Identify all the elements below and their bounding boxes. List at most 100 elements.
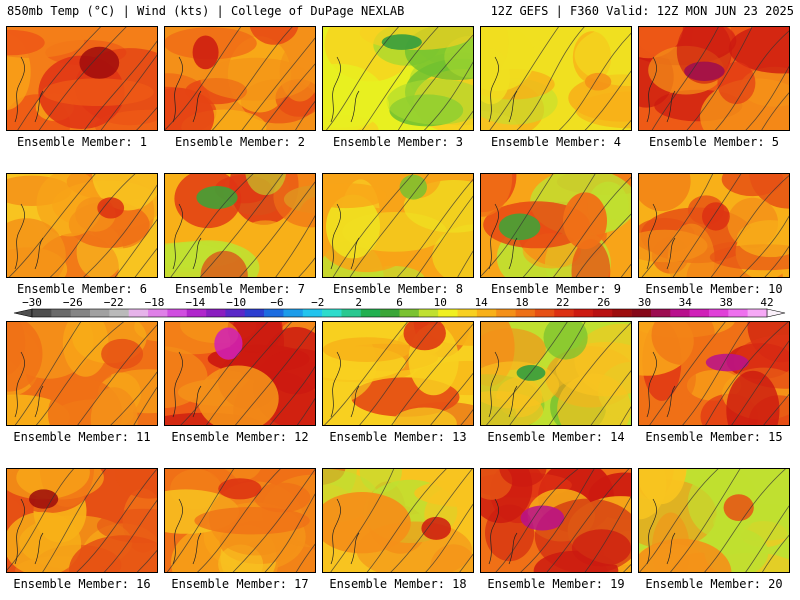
colorbar-tick-label: 22 bbox=[556, 296, 569, 309]
colorbar-swatch bbox=[689, 309, 710, 317]
temperature-field bbox=[165, 174, 315, 277]
temperature-colorbar: −30 −26 −22 −18 −14 −10 −6 −2 2 6 10 14 18 22 26 30 34 38… bbox=[0, 296, 800, 320]
ensemble-member-label: Ensemble Member: 6 bbox=[16, 282, 148, 296]
colorbar-tick-label: 14 bbox=[475, 296, 489, 309]
ensemble-member-label: Ensemble Member: 9 bbox=[490, 282, 622, 296]
ensemble-map-4 bbox=[480, 26, 632, 131]
ensemble-map-19 bbox=[480, 468, 632, 573]
colorbar-high-arrow bbox=[766, 308, 786, 318]
colorbar-swatch bbox=[148, 309, 168, 317]
ensemble-member-label: Ensemble Member: 14 bbox=[487, 430, 625, 444]
colorbar-tick-label: −6 bbox=[270, 296, 283, 309]
colorbar-graphic: −30 −26 −22 −18 −14 −10 −6 −2 2 6 10 14 18 22 26 30 34 38… bbox=[13, 296, 786, 318]
ensemble-map-10 bbox=[638, 173, 790, 278]
colorbar-swatch bbox=[360, 309, 381, 317]
colorbar-tick-label: −18 bbox=[145, 296, 165, 309]
colorbar-tick-label: 6 bbox=[396, 296, 403, 309]
colorbar-swatch bbox=[612, 309, 632, 317]
colorbar-swatch bbox=[438, 309, 458, 317]
colorbar-swatch bbox=[322, 309, 342, 317]
ensemble-map-16 bbox=[6, 468, 158, 573]
colorbar-swatch bbox=[399, 309, 420, 317]
colorbar-swatch bbox=[186, 309, 207, 317]
colorbar-tick-label: 26 bbox=[597, 296, 610, 309]
colorbar-swatch bbox=[476, 309, 497, 317]
temperature-field bbox=[7, 469, 157, 572]
ensemble-member-label: Ensemble Member: 11 bbox=[13, 430, 151, 444]
temperature-field bbox=[323, 322, 473, 425]
colorbar-tick-label: −26 bbox=[63, 296, 83, 309]
colorbar-tick-label: −14 bbox=[185, 296, 205, 309]
colorbar-swatch bbox=[70, 309, 91, 317]
colorbar-tick-label: 34 bbox=[679, 296, 693, 309]
colorbar-swatch bbox=[457, 309, 478, 317]
colorbar-swatch bbox=[728, 309, 748, 317]
temperature-field bbox=[639, 469, 789, 572]
colorbar-swatch bbox=[418, 309, 439, 317]
colorbar-low-arrow bbox=[13, 308, 33, 318]
ensemble-map-1 bbox=[6, 26, 158, 131]
ensemble-member-label: Ensemble Member: 7 bbox=[174, 282, 306, 296]
colorbar-swatch bbox=[708, 309, 729, 317]
colorbar-swatch bbox=[128, 309, 149, 317]
temperature-field bbox=[165, 469, 315, 572]
colorbar-swatch bbox=[515, 309, 536, 317]
ensemble-member-label: Ensemble Member: 16 bbox=[13, 577, 151, 591]
ensemble-member-label: Ensemble Member: 1 bbox=[16, 135, 148, 149]
colorbar-swatch bbox=[109, 309, 130, 317]
colorbar-swatch bbox=[167, 309, 188, 317]
ensemble-member-label: Ensemble Member: 17 bbox=[171, 577, 309, 591]
colorbar-tick-label: −2 bbox=[311, 296, 324, 309]
temperature-field bbox=[323, 174, 473, 277]
ensemble-member-label: Ensemble Member: 3 bbox=[332, 135, 464, 149]
colorbar-tick-label: −30 bbox=[22, 296, 42, 309]
temperature-field bbox=[7, 322, 157, 425]
colorbar-swatch bbox=[51, 309, 71, 317]
ensemble-map-6 bbox=[6, 173, 158, 278]
temperature-field bbox=[481, 322, 631, 425]
ensemble-map-9 bbox=[480, 173, 632, 278]
colorbar-swatch bbox=[90, 309, 110, 317]
colorbar-swatch bbox=[670, 309, 690, 317]
colorbar-swatch bbox=[32, 309, 52, 317]
ensemble-member-label: Ensemble Member: 12 bbox=[171, 430, 309, 444]
colorbar-tick-label: 38 bbox=[720, 296, 733, 309]
colorbar-swatch bbox=[650, 309, 671, 317]
ensemble-map-12 bbox=[164, 321, 316, 426]
colorbar-tick-label: −22 bbox=[104, 296, 124, 309]
ensemble-map-15 bbox=[638, 321, 790, 426]
colorbar-swatch bbox=[631, 309, 652, 317]
colorbar-swatch bbox=[341, 309, 362, 317]
model-run-info: 12Z GEFS | F360 Valid: 12Z MON JUN 23 20… bbox=[490, 4, 794, 18]
ensemble-map-14 bbox=[480, 321, 632, 426]
temperature-field bbox=[481, 469, 631, 572]
colorbar-swatch bbox=[496, 309, 516, 317]
ensemble-member-label: Ensemble Member: 18 bbox=[329, 577, 467, 591]
ensemble-map-18 bbox=[322, 468, 474, 573]
colorbar-swatch bbox=[225, 309, 246, 317]
map-title: 850mb Temp (°C) | Wind (kts) | College o… bbox=[7, 4, 405, 18]
colorbar-swatch bbox=[554, 309, 574, 317]
colorbar-swatch bbox=[573, 309, 594, 317]
ensemble-member-label: Ensemble Member: 13 bbox=[329, 430, 467, 444]
ensemble-map-13 bbox=[322, 321, 474, 426]
ensemble-map-8 bbox=[322, 173, 474, 278]
ensemble-map-5 bbox=[638, 26, 790, 131]
colorbar-swatch bbox=[264, 309, 284, 317]
ensemble-map-20 bbox=[638, 468, 790, 573]
ensemble-map-2 bbox=[164, 26, 316, 131]
ensemble-member-label: Ensemble Member: 2 bbox=[174, 135, 306, 149]
colorbar-swatch bbox=[747, 309, 768, 317]
temperature-field bbox=[639, 27, 789, 130]
colorbar-tick-label: 2 bbox=[355, 296, 362, 309]
ensemble-map-11 bbox=[6, 321, 158, 426]
temperature-field bbox=[165, 27, 315, 130]
ensemble-map-3 bbox=[322, 26, 474, 131]
ensemble-member-label: Ensemble Member: 19 bbox=[487, 577, 625, 591]
colorbar-swatch bbox=[380, 309, 400, 317]
colorbar-tick-label: 10 bbox=[434, 296, 447, 309]
ensemble-member-label: Ensemble Member: 15 bbox=[645, 430, 783, 444]
ensemble-member-label: Ensemble Member: 5 bbox=[648, 135, 780, 149]
ensemble-member-label: Ensemble Member: 10 bbox=[645, 282, 783, 296]
temperature-field bbox=[481, 174, 631, 277]
